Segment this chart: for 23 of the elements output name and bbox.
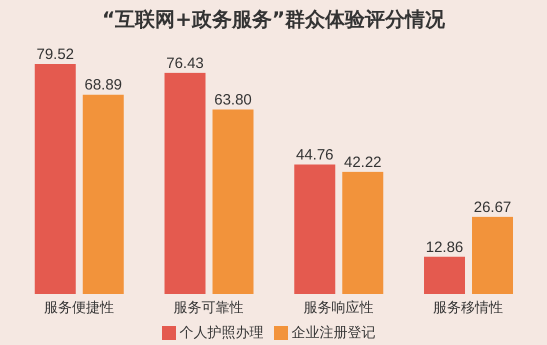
data-label: 63.80 xyxy=(214,91,252,108)
bar xyxy=(164,72,206,294)
data-label: 76.43 xyxy=(166,54,204,72)
x-tick-label: 服务响应性 xyxy=(303,300,374,316)
data-label: 26.67 xyxy=(474,198,512,216)
bar xyxy=(212,109,254,294)
x-tick-label: 服务便捷性 xyxy=(44,300,114,316)
data-label: 79.52 xyxy=(36,46,74,63)
bar xyxy=(424,256,466,294)
data-label: 68.89 xyxy=(84,76,122,94)
bar xyxy=(34,64,76,294)
bar xyxy=(82,94,124,294)
data-label: 44.76 xyxy=(296,146,334,164)
bar xyxy=(472,216,514,294)
bar xyxy=(342,172,384,294)
x-tick-label: 服务可靠性 xyxy=(174,300,244,316)
legend-label: 个人护照办理 xyxy=(180,325,264,341)
chart-title: “互联网+政务服务”群众体验评分情况 xyxy=(100,6,446,33)
data-label: 42.22 xyxy=(344,154,382,171)
data-label: 12.86 xyxy=(426,238,464,256)
legend-label: 企业注册登记 xyxy=(292,325,376,341)
bar xyxy=(294,164,336,294)
x-tick-label: 服务移情性 xyxy=(433,300,504,316)
